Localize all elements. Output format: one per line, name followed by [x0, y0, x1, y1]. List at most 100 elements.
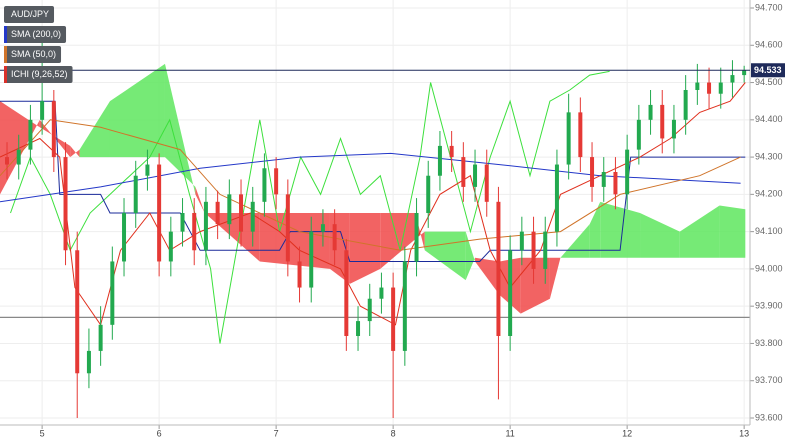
y-tick-label: 94.700: [755, 2, 783, 12]
y-tick-label: 93.700: [755, 375, 783, 385]
cloud-segment: [204, 213, 260, 262]
candle-body: [625, 149, 630, 195]
price-label-box: [751, 63, 785, 78]
candle-body: [636, 119, 641, 150]
legend-label: SMA (200,0): [11, 29, 61, 39]
y-tick-label: 94.100: [755, 226, 783, 236]
candle-body: [531, 231, 536, 269]
candle-body: [98, 324, 103, 351]
candle-body: [519, 231, 524, 251]
candle-body: [391, 287, 396, 351]
x-tick-label: 12: [622, 428, 632, 438]
y-tick-label: 94.500: [755, 77, 783, 87]
legend-box: [4, 6, 55, 23]
candle-body: [320, 224, 325, 232]
candle-body: [297, 261, 302, 288]
candle-body: [426, 175, 431, 213]
y-tick-label: 94.400: [755, 114, 783, 124]
candle-body: [601, 172, 606, 187]
y-tick-label: 94.000: [755, 263, 783, 273]
legend-swatch: [4, 46, 7, 63]
candle-body: [203, 201, 208, 251]
candle-body: [344, 250, 349, 336]
candle-body: [192, 213, 197, 251]
x-tick-label: 8: [391, 428, 396, 438]
cloud-segment: [79, 101, 110, 158]
legend-box: [4, 46, 62, 63]
candle-body: [332, 224, 337, 251]
candle-body: [168, 231, 173, 262]
y-tick-label: 94.200: [755, 189, 783, 199]
candle-body: [461, 157, 466, 187]
y-tick-label: 94.600: [755, 40, 783, 50]
candle-body: [274, 168, 279, 195]
cloud-segment: [719, 205, 746, 258]
candle-body: [707, 82, 712, 94]
legend-box: [4, 26, 67, 43]
cloud-segment: [640, 213, 680, 258]
x-tick-label: 11: [505, 428, 514, 438]
candle-body: [683, 90, 688, 120]
candle-body: [239, 194, 244, 232]
sma-line: [0, 152, 741, 203]
candle-body: [145, 164, 150, 176]
y-tick-label: 93.600: [755, 412, 783, 422]
legend-swatch: [4, 26, 7, 43]
candle-body: [742, 70, 747, 76]
legend: AUD/JPY SMA (200,0) SMA (50,0) ICHI (9,26,5…: [4, 6, 73, 83]
cloud-segment: [259, 213, 330, 269]
candles: [5, 37, 747, 418]
y-tick-label: 94.300: [755, 151, 783, 161]
cloud-segment: [424, 231, 466, 281]
y-tick-label: 93.800: [755, 338, 783, 348]
candle-body: [309, 231, 314, 288]
legend-swatch: [4, 66, 7, 83]
cloud-segment: [679, 205, 720, 258]
cloud-segment: [589, 201, 601, 258]
candle-body: [262, 168, 267, 202]
candle-body: [227, 194, 232, 225]
candle-body: [671, 119, 676, 139]
cloud-segment: [465, 231, 476, 281]
price-label: 94.533: [754, 65, 782, 75]
candle-body: [75, 250, 80, 374]
candle-body: [157, 164, 162, 262]
x-tick-label: 7: [274, 428, 279, 438]
cloud-segment: [70, 145, 80, 158]
candle-body: [180, 213, 185, 232]
candle-body: [484, 164, 489, 202]
candle-body: [543, 231, 548, 269]
candle-body: [414, 213, 419, 262]
cloud-segment: [164, 63, 196, 195]
candle-body: [648, 104, 653, 120]
cloud-segment: [475, 257, 500, 295]
candle-body: [40, 101, 45, 120]
candle-body: [86, 350, 91, 374]
chikou-line: [10, 70, 610, 344]
candle-body: [110, 261, 115, 325]
candle-body: [28, 119, 33, 150]
candle-body: [613, 172, 618, 195]
candle-body: [402, 261, 407, 351]
candle-body: [496, 201, 501, 336]
y-tick-label: 93.900: [755, 301, 783, 311]
candle-body: [379, 287, 384, 299]
candle-body: [449, 145, 454, 158]
candle-body: [5, 157, 10, 165]
cloud-segment: [195, 186, 205, 213]
candle-body: [122, 213, 127, 262]
candle-body: [660, 104, 665, 139]
cloud-segment: [549, 257, 561, 299]
candle-body: [133, 175, 138, 213]
cloud-segment: [349, 213, 381, 284]
candle-body: [508, 250, 513, 336]
candle-body: [367, 298, 372, 322]
legend-label: AUD/JPY: [11, 9, 49, 19]
candle-body: [566, 112, 571, 165]
candle-body: [215, 201, 220, 225]
cloud-segment: [520, 257, 550, 314]
candle-body: [590, 157, 595, 187]
x-tick-label: 5: [40, 428, 45, 438]
